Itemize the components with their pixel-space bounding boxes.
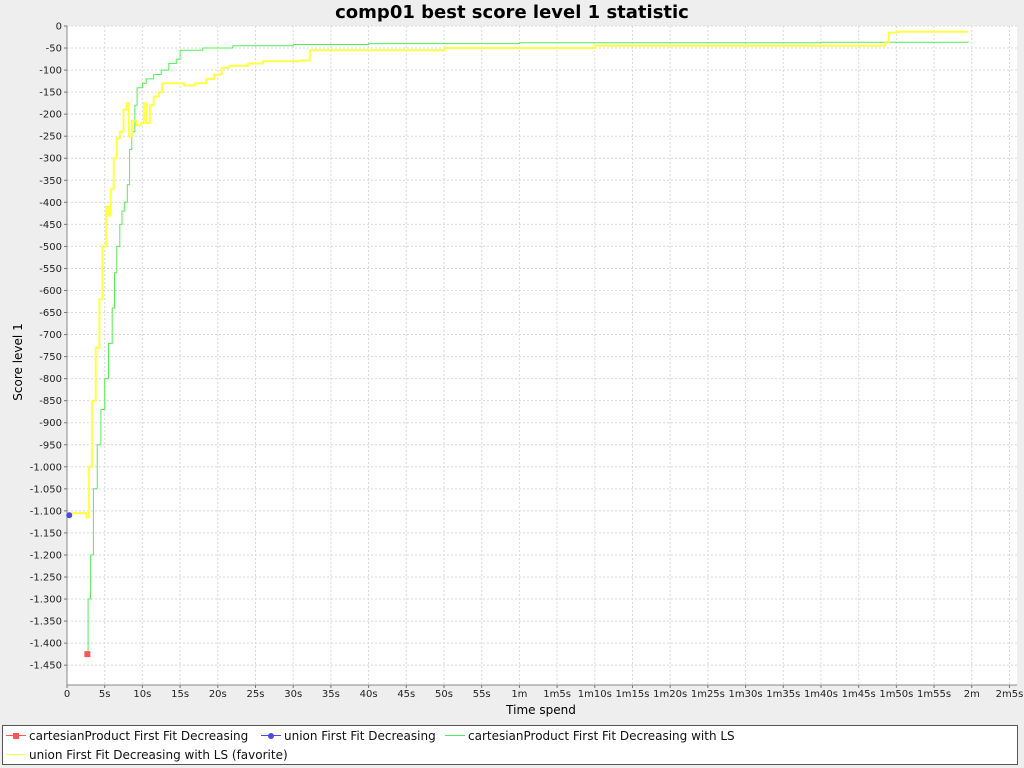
y-tick-label: -1.250	[30, 573, 62, 584]
x-tick-label: 0	[64, 689, 70, 700]
x-tick-label: 45s	[397, 689, 415, 700]
y-axis-label: Score level 1	[11, 323, 25, 400]
y-tick-label: -550	[39, 264, 62, 275]
x-tick-label: 30s	[284, 689, 302, 700]
y-tick-label: -1.400	[30, 639, 62, 650]
x-tick-label: 1m25s	[691, 689, 725, 700]
series-layer	[66, 30, 969, 658]
x-tick-label: 10s	[133, 689, 151, 700]
legend-label: union First Fit Decreasing	[284, 729, 436, 743]
y-tick-label: -500	[39, 242, 62, 253]
legend-key-union-ffd	[261, 730, 281, 742]
y-tick-label: -200	[39, 110, 62, 121]
y-tick-label: -650	[39, 308, 62, 319]
y-tick-label: -750	[39, 352, 62, 363]
legend-item-cartesian-ffd-ls: cartesianProduct First Fit Decreasing wi…	[445, 729, 735, 743]
y-tick-label: -900	[39, 418, 62, 429]
legend-item-union-ffd: union First Fit Decreasing	[261, 729, 436, 743]
legend-item-union-ffd-ls: union First Fit Decreasing with LS (favo…	[6, 748, 288, 762]
x-tick-label: 55s	[473, 689, 491, 700]
y-tick-label: -1.200	[30, 550, 62, 561]
x-tick-label: 1m30s	[729, 689, 763, 700]
y-tick-label: -450	[39, 220, 62, 231]
legend-label: union First Fit Decreasing with LS (favo…	[29, 748, 288, 762]
y-tick-label: -300	[39, 154, 62, 165]
y-tick-label: -1.300	[30, 595, 62, 606]
y-tick-label: -800	[39, 374, 62, 385]
chart-title: comp01 best score level 1 statistic	[335, 2, 689, 23]
legend-key-cartesian-ffd	[6, 730, 26, 742]
y-tick-label: -1.000	[30, 462, 62, 473]
y-tick-label: -600	[39, 286, 62, 297]
legend-key-cartesian-ffd-ls	[445, 730, 465, 742]
y-tick-label: -1.150	[30, 528, 62, 539]
y-tick-label: -100	[39, 66, 62, 77]
grid	[66, 25, 1017, 685]
x-tick-label: 1m45s	[842, 689, 876, 700]
x-tick-label: 35s	[322, 689, 340, 700]
legend-label: cartesianProduct First Fit Decreasing wi…	[468, 729, 735, 743]
legend-item-cartesian-ffd: cartesianProduct First Fit Decreasing	[6, 729, 248, 743]
y-tick-label: 0	[56, 22, 62, 33]
y-tick-label: -700	[39, 330, 62, 341]
y-tick-label: -250	[39, 132, 62, 143]
y-tick-label: -950	[39, 440, 62, 451]
x-tick-label: 1m55s	[917, 689, 951, 700]
x-axis-ticks: 0 5s 10s 15s 20s 25s 30s 35s 40s 45s 50s 55s 1m 1m5s 1…	[64, 685, 1023, 700]
x-axis-label: Time spend	[505, 703, 576, 717]
x-tick-label: 1m15s	[615, 689, 649, 700]
y-tick-label: -1.350	[30, 617, 62, 628]
legend-key-union-ffd-ls	[6, 749, 26, 761]
x-tick-label: 40s	[360, 689, 378, 700]
series-line-3	[69, 30, 968, 519]
x-tick-label: 1m35s	[766, 689, 800, 700]
legend: cartesianProduct First Fit Decreasing un…	[2, 725, 1018, 765]
y-tick-label: -850	[39, 396, 62, 407]
x-tick-label: 25s	[247, 689, 265, 700]
y-tick-label: -400	[39, 198, 62, 209]
x-tick-label: 2m5s	[996, 689, 1024, 700]
y-tick-label: -150	[39, 88, 62, 99]
chart: comp01 best score level 1 statistic 0 -50…	[11, 2, 1023, 717]
x-tick-label: 1m20s	[653, 689, 687, 700]
series-point-0	[84, 651, 91, 658]
y-tick-label: -350	[39, 176, 62, 187]
x-tick-label: 15s	[171, 689, 189, 700]
legend-label: cartesianProduct First Fit Decreasing	[29, 729, 249, 743]
y-tick-label: -1.450	[30, 661, 62, 672]
y-tick-label: -50	[46, 44, 62, 55]
y-tick-label: -1.100	[30, 506, 62, 517]
y-axis-ticks: 0 -50 -100 -150 -200 -250 -300 -350 -400 -450 -500…	[30, 22, 67, 672]
x-tick-label: 2m	[964, 689, 980, 700]
plot-area	[67, 26, 1017, 685]
x-tick-label: 50s	[435, 689, 453, 700]
x-tick-label: 1m40s	[804, 689, 838, 700]
x-tick-label: 5s	[99, 689, 111, 700]
x-tick-label: 1m5s	[543, 689, 571, 700]
series-point-1	[66, 512, 73, 519]
x-tick-label: 1m10s	[578, 689, 612, 700]
x-tick-label: 1m50s	[879, 689, 913, 700]
x-tick-label: 20s	[209, 689, 227, 700]
x-tick-label: 1m	[511, 689, 527, 700]
y-tick-label: -1.050	[30, 484, 62, 495]
